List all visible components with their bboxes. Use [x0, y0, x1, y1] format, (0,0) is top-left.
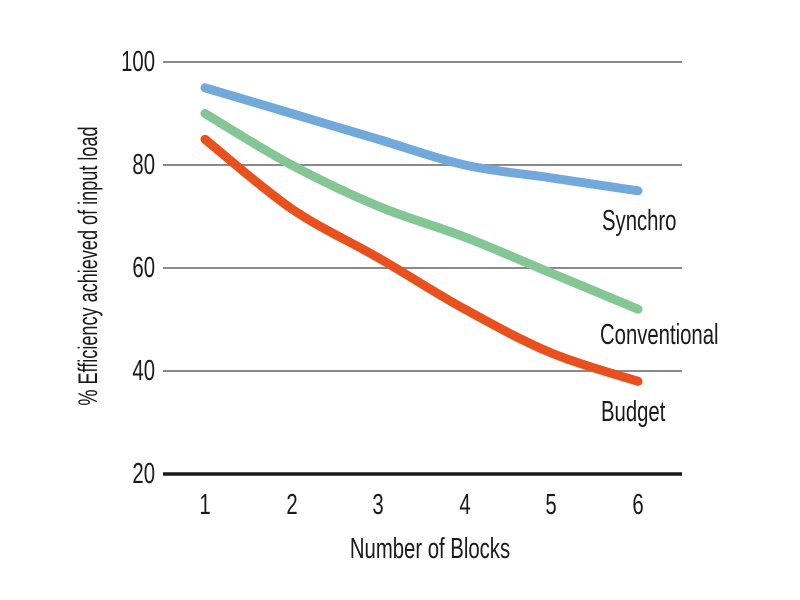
x-tick-label-2: 2	[286, 489, 298, 521]
series-label-conventional: Conventional	[600, 319, 719, 351]
x-tick-label-5: 5	[545, 489, 557, 521]
series-label-budget: Budget	[601, 396, 666, 428]
series-line-budget	[200, 134, 643, 386]
x-axis-title: Number of Blocks	[349, 533, 511, 565]
series-label-synchro: Synchro	[602, 205, 677, 237]
x-tick-label-4: 4	[459, 489, 471, 521]
series-line-synchro	[200, 83, 643, 196]
series-line-conventional	[200, 109, 643, 314]
y-tick-label-100: 100	[121, 46, 155, 78]
y-tick-label-80: 80	[132, 149, 155, 181]
x-tick-label-6: 6	[632, 489, 644, 521]
y-tick-label-40: 40	[132, 355, 155, 387]
y-tick-label-20: 20	[132, 458, 155, 490]
y-tick-label-60: 60	[132, 252, 155, 284]
x-tick-label-3: 3	[372, 489, 384, 521]
x-tick-label-1: 1	[199, 489, 211, 521]
